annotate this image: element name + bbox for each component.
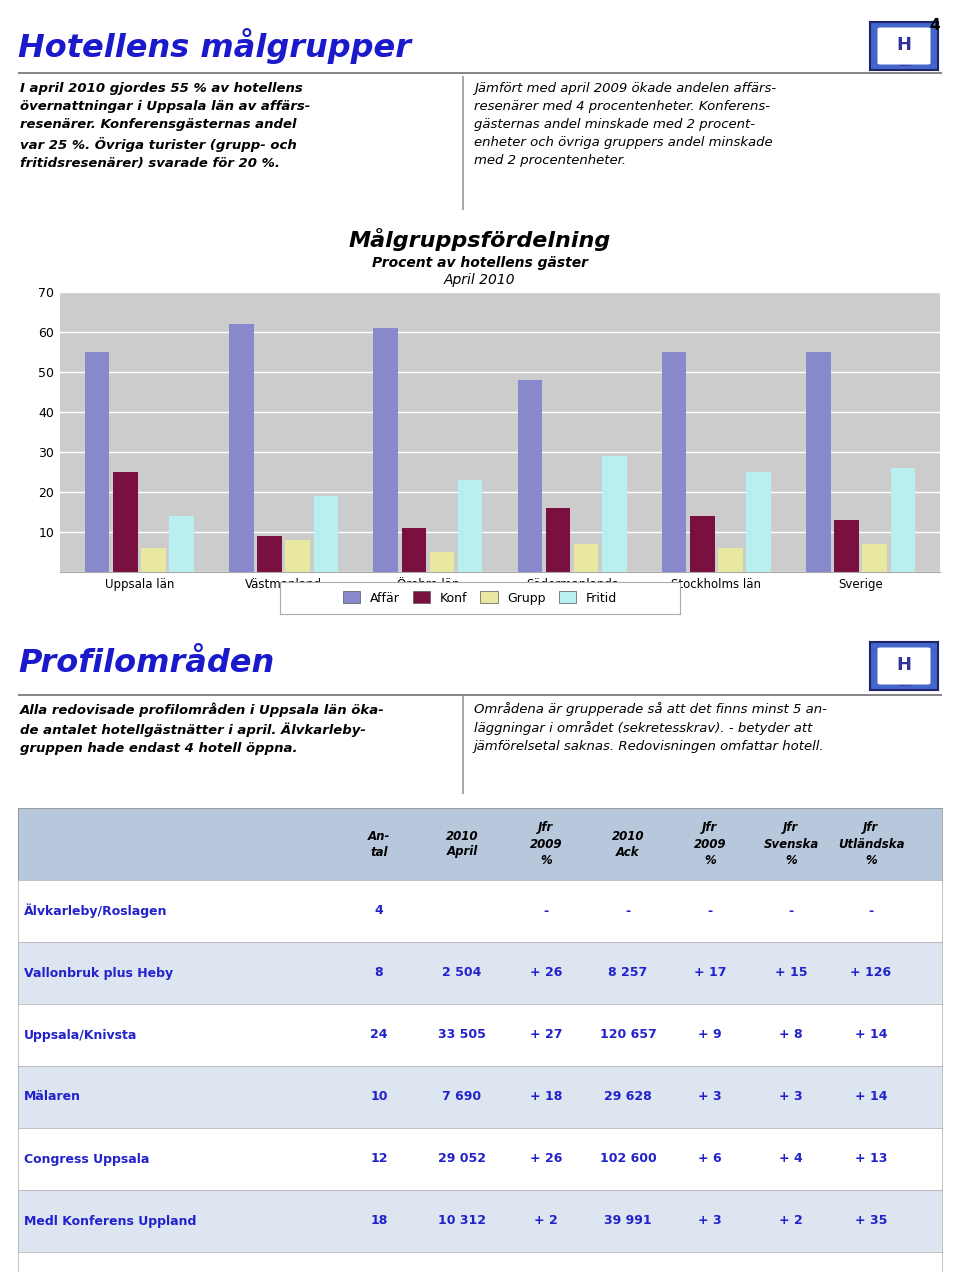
Text: Jfr
Utländska
%: Jfr Utländska % <box>838 822 904 866</box>
Text: + 15: + 15 <box>775 967 807 979</box>
Text: I april 2010 gjordes 55 % av hotellens
övernattningar i Uppsala län av affärs-
r: I april 2010 gjordes 55 % av hotellens ö… <box>20 81 310 170</box>
Bar <box>862 544 887 572</box>
Bar <box>458 480 482 572</box>
Bar <box>84 352 109 572</box>
Text: + 4: + 4 <box>780 1152 803 1165</box>
Text: + 3: + 3 <box>780 1090 803 1104</box>
Text: + 18: + 18 <box>530 1090 563 1104</box>
FancyBboxPatch shape <box>876 646 931 686</box>
Text: + 3: + 3 <box>698 1215 722 1227</box>
Bar <box>314 496 338 572</box>
Text: + 13: + 13 <box>854 1152 887 1165</box>
Text: Jämfört med april 2009 ökade andelen affärs-
resenärer med 4 procentenheter. Kon: Jämfört med april 2009 ökade andelen aff… <box>474 81 776 167</box>
Text: -: - <box>708 904 712 917</box>
Text: Jfr
2009
%: Jfr 2009 % <box>530 822 563 866</box>
Text: + 26: + 26 <box>530 1152 563 1165</box>
Text: Medl Konferens Uppland: Medl Konferens Uppland <box>24 1215 197 1227</box>
Bar <box>602 455 627 572</box>
Text: 4: 4 <box>929 18 940 33</box>
Text: + 2: + 2 <box>780 1215 803 1227</box>
Bar <box>113 472 137 572</box>
Text: + 26: + 26 <box>530 967 563 979</box>
Bar <box>546 508 570 572</box>
Text: 8: 8 <box>374 967 383 979</box>
Bar <box>229 324 253 572</box>
Text: 29 628: 29 628 <box>604 1090 652 1104</box>
Text: Jfr
2009
%: Jfr 2009 % <box>694 822 727 866</box>
Bar <box>257 536 282 572</box>
Text: Jfr
Svenska
%: Jfr Svenska % <box>763 822 819 866</box>
Bar <box>430 552 454 572</box>
Text: + 126: + 126 <box>851 967 892 979</box>
Text: An-
tal: An- tal <box>368 829 390 859</box>
Text: H: H <box>897 656 911 674</box>
Bar <box>373 328 398 572</box>
Text: April 2010: April 2010 <box>444 273 516 287</box>
Bar <box>834 520 859 572</box>
Bar <box>891 468 915 572</box>
Text: H: H <box>897 36 911 53</box>
Text: + 9: + 9 <box>698 1029 722 1042</box>
Text: + 35: + 35 <box>854 1215 887 1227</box>
Text: Congress Uppsala: Congress Uppsala <box>24 1152 150 1165</box>
Bar <box>285 541 310 572</box>
Text: + 6: + 6 <box>698 1152 722 1165</box>
Bar <box>662 352 686 572</box>
Bar <box>806 352 830 572</box>
Text: Områdena är grupperade så att det finns minst 5 an-
läggningar i området (sekret: Områdena är grupperade så att det finns … <box>474 702 827 753</box>
Bar <box>746 472 771 572</box>
Text: ___: ___ <box>898 677 910 686</box>
Bar <box>517 380 542 572</box>
Text: Alla redovisade profilområden i Uppsala län öka-
de antalet hotellgästnätter i a: Alla redovisade profilområden i Uppsala … <box>20 702 385 754</box>
Text: 12: 12 <box>371 1152 388 1165</box>
Text: + 8: + 8 <box>780 1029 803 1042</box>
Text: Procent av hotellens gäster: Procent av hotellens gäster <box>372 256 588 270</box>
Bar <box>401 528 426 572</box>
Bar <box>690 516 714 572</box>
Text: 24: 24 <box>371 1029 388 1042</box>
Text: -: - <box>788 904 794 917</box>
Text: 8 257: 8 257 <box>609 967 648 979</box>
Text: 10 312: 10 312 <box>438 1215 486 1227</box>
Text: 2010
April: 2010 April <box>445 829 478 859</box>
Text: + 2: + 2 <box>534 1215 558 1227</box>
Text: 29 052: 29 052 <box>438 1152 486 1165</box>
Text: Profilområden: Profilområden <box>18 647 275 679</box>
Text: 18: 18 <box>371 1215 388 1227</box>
Text: 7 690: 7 690 <box>443 1090 482 1104</box>
Text: + 3: + 3 <box>698 1090 722 1104</box>
Text: 2010
Ack: 2010 Ack <box>612 829 644 859</box>
Text: 10: 10 <box>371 1090 388 1104</box>
Text: Målgruppsfördelning: Målgruppsfördelning <box>348 228 612 251</box>
Text: 39 991: 39 991 <box>604 1215 652 1227</box>
Bar <box>718 548 743 572</box>
Text: ___: ___ <box>898 57 910 66</box>
Text: Älvkarleby/Roslagen: Älvkarleby/Roslagen <box>24 903 167 918</box>
Text: 4: 4 <box>374 904 383 917</box>
Text: Hotellens målgrupper: Hotellens målgrupper <box>18 28 411 64</box>
Text: 2 504: 2 504 <box>443 967 482 979</box>
Text: + 14: + 14 <box>854 1029 887 1042</box>
Text: 33 505: 33 505 <box>438 1029 486 1042</box>
Bar <box>169 516 194 572</box>
Bar <box>141 548 166 572</box>
Text: Vallonbruk plus Heby: Vallonbruk plus Heby <box>24 967 173 979</box>
Text: 120 657: 120 657 <box>600 1029 657 1042</box>
Text: -: - <box>869 904 874 917</box>
Text: + 17: + 17 <box>694 967 727 979</box>
Text: Mälaren: Mälaren <box>24 1090 81 1104</box>
Text: -: - <box>625 904 631 917</box>
Text: -: - <box>543 904 548 917</box>
Bar <box>574 544 598 572</box>
Text: 102 600: 102 600 <box>600 1152 657 1165</box>
Text: + 14: + 14 <box>854 1090 887 1104</box>
Legend: Affär, Konf, Grupp, Fritid: Affär, Konf, Grupp, Fritid <box>339 588 621 608</box>
FancyBboxPatch shape <box>876 27 931 65</box>
Text: Uppsala/Knivsta: Uppsala/Knivsta <box>24 1029 137 1042</box>
Text: + 27: + 27 <box>530 1029 563 1042</box>
